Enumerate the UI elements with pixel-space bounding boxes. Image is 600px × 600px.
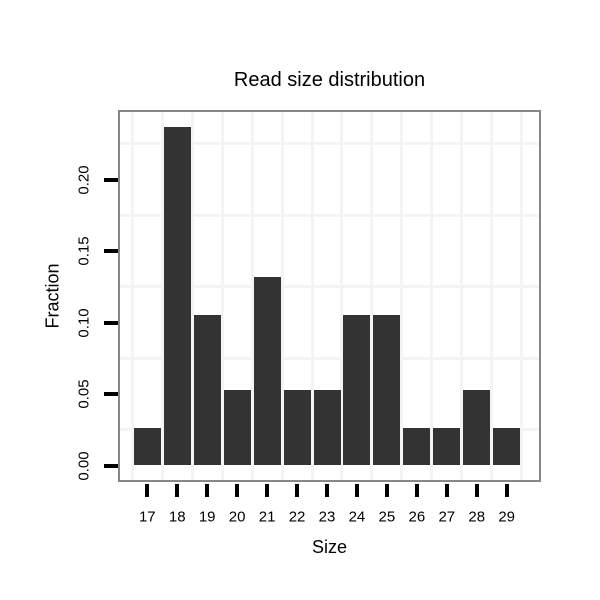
x-minor-gridline <box>280 112 284 480</box>
x-tick-label-20: 20 <box>228 508 246 526</box>
y-tick-0.00 <box>104 463 118 468</box>
x-tick-27 <box>444 484 449 497</box>
x-tick-label-25: 25 <box>378 508 396 526</box>
bar-19 <box>193 314 221 466</box>
x-tick-label-19: 19 <box>198 508 216 526</box>
x-tick-29 <box>504 484 509 497</box>
y-tick-label-0.05: 0.05 <box>75 379 93 409</box>
x-tick-label-18: 18 <box>168 508 186 526</box>
x-minor-gridline <box>220 112 224 480</box>
y-tick-label-0.10: 0.10 <box>75 307 93 338</box>
bar-27 <box>433 427 461 466</box>
y-tick-label-0.15: 0.15 <box>75 236 93 266</box>
x-tick-label-23: 23 <box>318 508 336 526</box>
x-axis-title: Size <box>311 537 347 557</box>
x-tick-label-27: 27 <box>438 508 456 526</box>
x-minor-gridline <box>370 112 374 480</box>
bar-21 <box>253 277 281 466</box>
y-tick-label-0.00: 0.00 <box>75 450 93 481</box>
x-tick-26 <box>414 484 419 497</box>
x-tick-label-29: 29 <box>498 508 516 526</box>
x-tick-21 <box>265 484 270 497</box>
x-tick-label-22: 22 <box>288 508 306 526</box>
x-tick-23 <box>325 484 329 497</box>
x-minor-gridline <box>310 112 314 480</box>
x-minor-gridline <box>520 112 524 480</box>
bar-26 <box>403 427 431 466</box>
x-tick-20 <box>235 484 240 497</box>
plot-panel <box>118 110 541 482</box>
bar-20 <box>223 390 251 466</box>
chart-title: Read size distribution <box>233 69 426 91</box>
x-minor-gridline <box>250 112 254 480</box>
y-minor-gridline <box>120 285 539 289</box>
x-tick-22 <box>295 484 300 497</box>
bar-24 <box>343 314 371 466</box>
bar-29 <box>493 427 521 466</box>
x-tick-label-24: 24 <box>348 508 366 526</box>
x-minor-gridline <box>460 112 464 480</box>
bar-25 <box>373 314 401 466</box>
x-minor-gridline <box>130 112 134 480</box>
x-tick-25 <box>384 484 389 497</box>
bar-28 <box>463 390 491 466</box>
y-tick-0.20 <box>104 177 118 182</box>
bar-23 <box>313 390 341 466</box>
y-minor-gridline <box>120 213 539 217</box>
y-axis-title: Fraction <box>42 263 63 329</box>
x-tick-18 <box>175 484 180 497</box>
x-tick-label-28: 28 <box>468 508 486 526</box>
bar-18 <box>163 126 191 466</box>
x-minor-gridline <box>400 112 404 480</box>
x-tick-17 <box>145 484 150 497</box>
x-tick-label-17: 17 <box>138 508 156 526</box>
x-minor-gridline <box>340 112 344 480</box>
x-tick-label-26: 26 <box>408 508 426 526</box>
y-tick-0.10 <box>104 320 118 325</box>
y-tick-0.05 <box>104 392 118 396</box>
x-minor-gridline <box>490 112 494 480</box>
x-tick-24 <box>354 484 359 497</box>
x-minor-gridline <box>190 112 194 480</box>
y-tick-0.15 <box>104 249 118 253</box>
x-tick-label-21: 21 <box>258 508 276 526</box>
x-tick-19 <box>205 484 210 497</box>
y-tick-label-0.20: 0.20 <box>75 164 93 195</box>
bar-22 <box>283 390 311 466</box>
x-minor-gridline <box>160 112 164 480</box>
bar-17 <box>133 427 161 466</box>
y-minor-gridline <box>120 356 539 360</box>
x-minor-gridline <box>430 112 434 480</box>
x-tick-28 <box>474 484 479 497</box>
y-minor-gridline <box>120 142 539 146</box>
